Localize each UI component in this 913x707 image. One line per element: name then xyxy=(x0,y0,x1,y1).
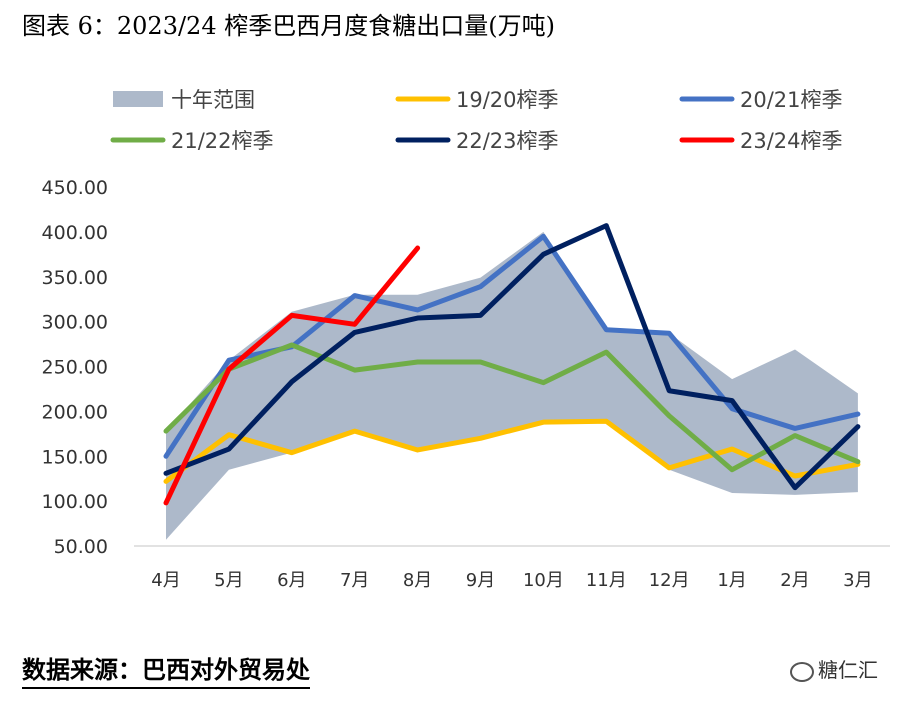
x-tick-label: 1月 xyxy=(717,570,746,591)
legend-swatch xyxy=(113,91,163,107)
x-tick-label: 7月 xyxy=(340,570,369,591)
x-tick-label: 4月 xyxy=(151,570,180,591)
watermark-text: 糖仁汇 xyxy=(818,658,878,682)
y-tick-label: 50.00 xyxy=(54,536,108,558)
series-line xyxy=(163,245,421,506)
legend-label: 23/24榨季 xyxy=(740,129,843,153)
y-tick-label: 300.00 xyxy=(42,312,108,334)
y-tick-label: 350.00 xyxy=(42,267,108,289)
x-tick-label: 5月 xyxy=(214,570,243,591)
y-tick-label: 200.00 xyxy=(42,401,108,423)
legend-label: 十年范围 xyxy=(171,88,255,112)
legend-label: 22/23榨季 xyxy=(456,129,559,153)
x-tick-label: 12月 xyxy=(649,570,690,591)
range-band xyxy=(166,231,858,540)
y-tick-label: 100.00 xyxy=(42,491,108,513)
chart-title: 图表 6：2023/24 榨季巴西月度食糖出口量(万吨) xyxy=(22,12,555,40)
series-line xyxy=(163,223,861,491)
legend-label: 19/20榨季 xyxy=(456,88,559,112)
y-tick-label: 450.00 xyxy=(42,177,108,199)
y-tick-label: 250.00 xyxy=(42,357,108,379)
watermark: 糖仁汇 xyxy=(790,654,878,683)
x-tick-label: 11月 xyxy=(586,570,627,591)
x-tick-label: 8月 xyxy=(403,570,432,591)
series-line xyxy=(163,418,861,484)
x-tick-label: 2月 xyxy=(780,570,809,591)
wechat-icon xyxy=(790,661,814,682)
x-tick-label: 3月 xyxy=(843,570,872,591)
data-source: 数据来源：巴西对外贸易处 xyxy=(22,650,310,689)
x-tick-label: 6月 xyxy=(277,570,306,591)
legend-label: 20/21榨季 xyxy=(740,88,843,112)
x-tick-label: 9月 xyxy=(466,570,495,591)
x-tick-label: 10月 xyxy=(523,570,564,591)
y-tick-label: 400.00 xyxy=(42,222,108,244)
y-tick-label: 150.00 xyxy=(42,446,108,468)
legend-label: 21/22榨季 xyxy=(171,129,274,153)
series-line xyxy=(163,342,861,473)
line-chart: 50.00 100.00 150.00 200.00 250.00 300.00 350.0… xyxy=(42,88,890,591)
